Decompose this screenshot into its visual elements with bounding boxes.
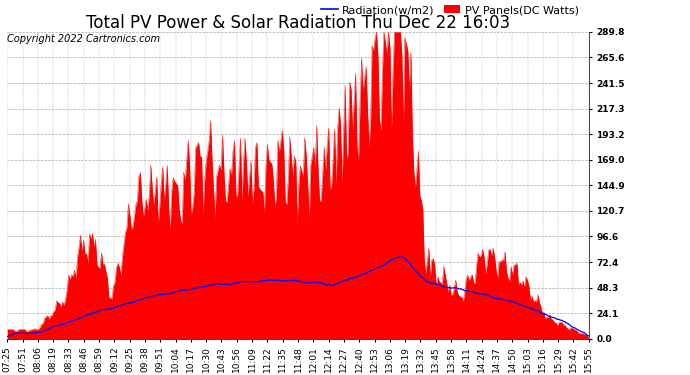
Legend: Radiation(w/m2), PV Panels(DC Watts): Radiation(w/m2), PV Panels(DC Watts) [317, 1, 583, 20]
Title: Total PV Power & Solar Radiation Thu Dec 22 16:03: Total PV Power & Solar Radiation Thu Dec… [86, 14, 510, 32]
Text: Copyright 2022 Cartronics.com: Copyright 2022 Cartronics.com [7, 34, 160, 44]
